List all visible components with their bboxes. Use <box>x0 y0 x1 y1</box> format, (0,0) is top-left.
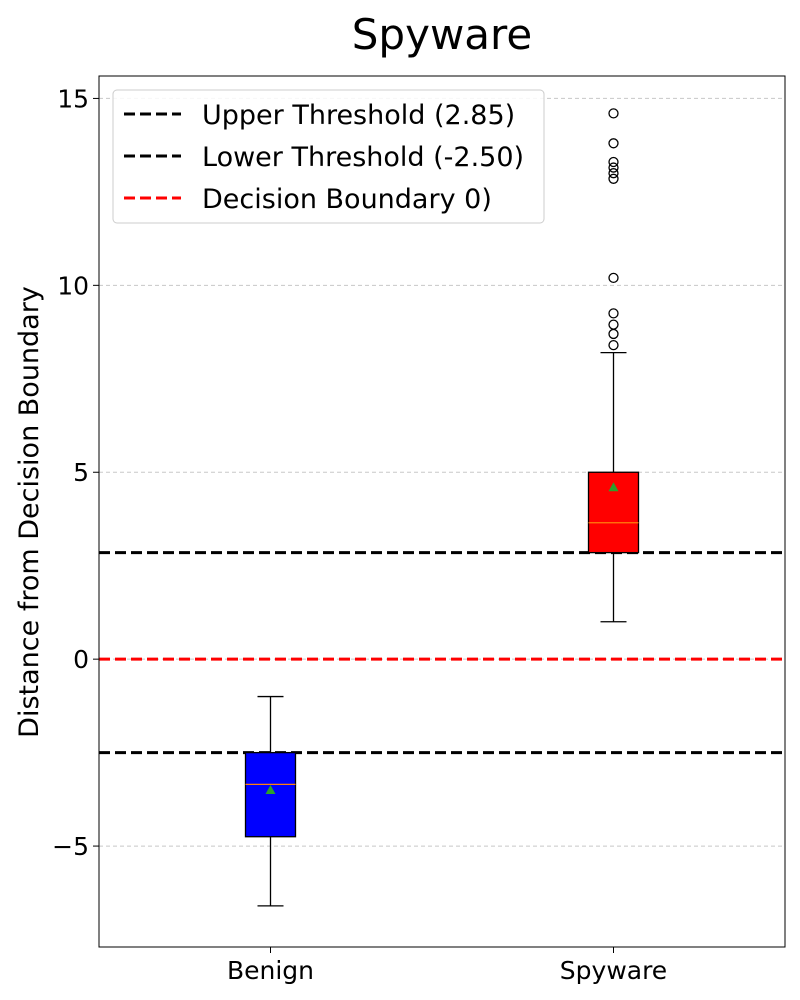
box-group-spyware <box>587 108 640 623</box>
chart-title: Spyware <box>352 10 532 59</box>
outlier-point <box>608 319 619 330</box>
plot-area-frame <box>98 75 786 948</box>
y-tick-label: 15 <box>57 84 89 113</box>
outlier-point <box>608 168 619 179</box>
mean-marker <box>265 784 276 794</box>
outlier-point <box>608 162 619 173</box>
outlier-point <box>608 340 619 351</box>
boxes <box>244 108 640 907</box>
box-group-benign <box>244 695 297 907</box>
outlier-point <box>608 138 619 149</box>
outlier-point <box>608 156 619 168</box>
legend: Upper Threshold (2.85) Lower Threshold (-… <box>112 89 545 224</box>
legend-label: Decision Boundary 0) <box>202 184 492 215</box>
box-iqr <box>244 751 297 838</box>
x-axis-ticks: Benign Spyware <box>227 947 667 985</box>
y-tick-label: 5 <box>73 458 89 487</box>
y-tick-label: 0 <box>73 645 89 674</box>
outlier-point <box>608 272 619 284</box>
outlier-point <box>608 173 619 184</box>
y-axis-ticks: −5 0 5 10 15 <box>52 84 99 861</box>
legend-frame <box>112 89 545 224</box>
x-tick-label: Benign <box>227 956 314 985</box>
mean-marker <box>608 482 619 492</box>
y-tick-label: −5 <box>52 832 89 861</box>
legend-label: Upper Threshold (2.85) <box>202 100 515 131</box>
reference-lines <box>99 551 785 755</box>
outlier-point <box>608 308 619 319</box>
y-axis-label: Distance from Decision Boundary <box>14 286 45 738</box>
outlier-point <box>608 108 619 119</box>
y-tick-label: 10 <box>57 271 89 300</box>
x-tick-label: Spyware <box>560 956 667 985</box>
legend-label: Lower Threshold (-2.50) <box>202 142 524 173</box>
